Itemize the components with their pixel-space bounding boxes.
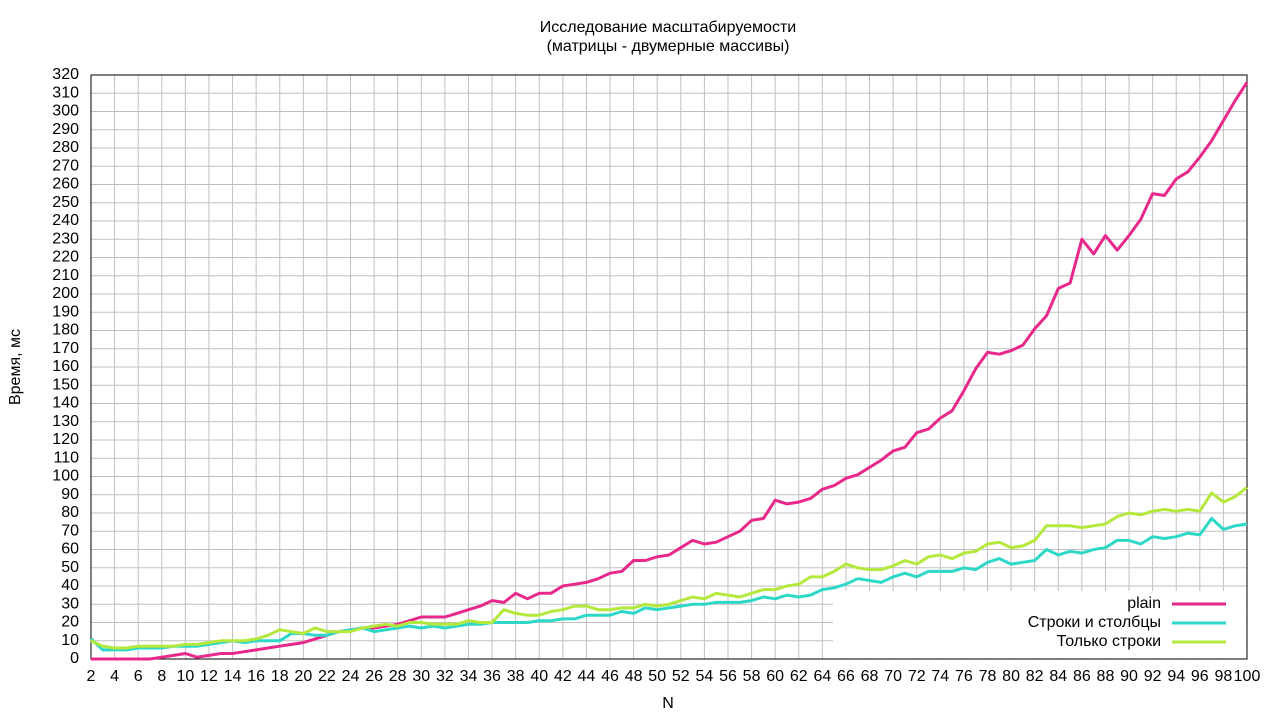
y-tick-label: 70 (61, 522, 79, 539)
x-tick-label: 92 (1144, 668, 1162, 685)
x-tick-label: 94 (1167, 668, 1185, 685)
x-tick-label: 88 (1097, 668, 1115, 685)
x-tick-label: 66 (837, 668, 855, 685)
y-tick-label: 310 (52, 84, 79, 101)
y-tick-label: 20 (61, 614, 79, 631)
y-tick-label: 190 (52, 303, 79, 320)
y-tick-label: 170 (52, 340, 79, 357)
x-tick-label: 34 (460, 668, 478, 685)
x-tick-label: 60 (766, 668, 784, 685)
x-tick-label: 24 (342, 668, 360, 685)
x-tick-label: 64 (813, 668, 831, 685)
y-tick-label: 10 (61, 632, 79, 649)
legend-label: Только строки (1057, 633, 1161, 650)
y-axis-label: Время, мс (7, 329, 24, 405)
x-tick-label: 56 (719, 668, 737, 685)
legend-label: Строки и столбцы (1028, 614, 1161, 631)
x-tick-label: 86 (1073, 668, 1091, 685)
x-tick-label: 20 (294, 668, 312, 685)
y-tick-label: 260 (52, 176, 79, 193)
x-tick-label: 44 (578, 668, 596, 685)
y-tick-label: 320 (52, 66, 79, 83)
y-tick-label: 240 (52, 212, 79, 229)
chart-subtitle: (матрицы - двумерные массивы) (547, 38, 790, 55)
y-tick-label: 220 (52, 249, 79, 266)
y-tick-label: 90 (61, 486, 79, 503)
y-tick-label: 100 (52, 468, 79, 485)
x-tick-label: 78 (979, 668, 997, 685)
x-tick-label: 74 (931, 668, 949, 685)
x-tick-label: 8 (157, 668, 166, 685)
x-tick-label: 10 (176, 668, 194, 685)
x-tick-label: 22 (318, 668, 336, 685)
y-tick-label: 210 (52, 267, 79, 284)
x-tick-label: 4 (110, 668, 119, 685)
y-tick-label: 250 (52, 194, 79, 211)
x-tick-label: 32 (436, 668, 454, 685)
series-line (89, 517, 1248, 652)
x-tick-label: 98 (1215, 668, 1233, 685)
x-tick-label: 16 (247, 668, 265, 685)
plot-frame (90, 74, 1248, 660)
x-tick-label: 36 (483, 668, 501, 685)
x-tick-label: 70 (884, 668, 902, 685)
x-tick-label: 90 (1120, 668, 1138, 685)
y-tick-label: 150 (52, 376, 79, 393)
series-line (91, 81, 1249, 661)
x-tick-label: 18 (271, 668, 289, 685)
x-tick-label: 40 (530, 668, 548, 685)
y-tick-label: 180 (52, 322, 79, 339)
x-tick-label: 46 (601, 668, 619, 685)
x-tick-label: 68 (861, 668, 879, 685)
y-tick-label: 290 (52, 121, 79, 138)
x-axis-label: N (662, 695, 674, 712)
y-tick-label: 80 (61, 504, 79, 521)
y-tick-label: 300 (52, 103, 79, 120)
x-tick-label: 72 (908, 668, 926, 685)
y-tick-label: 30 (61, 595, 79, 612)
x-tick-label: 96 (1191, 668, 1209, 685)
y-tick-label: 130 (52, 413, 79, 430)
y-tick-label: 160 (52, 358, 79, 375)
x-tick-label: 76 (955, 668, 973, 685)
x-tick-label: 50 (648, 668, 666, 685)
x-tick-label: 48 (625, 668, 643, 685)
y-tick-label: 280 (52, 139, 79, 156)
x-tick-label: 26 (365, 668, 383, 685)
y-tick-label: 120 (52, 431, 79, 448)
x-tick-label: 52 (672, 668, 690, 685)
x-tick-label: 28 (389, 668, 407, 685)
x-tick-label: 6 (134, 668, 143, 685)
x-tick-label: 84 (1049, 668, 1067, 685)
x-tick-label: 42 (554, 668, 572, 685)
x-tick-label: 58 (743, 668, 761, 685)
x-tick-label: 38 (507, 668, 525, 685)
x-tick-label: 100 (1234, 668, 1261, 685)
y-tick-label: 50 (61, 559, 79, 576)
legend-label: plain (1127, 595, 1161, 612)
y-tick-label: 200 (52, 285, 79, 302)
x-tick-label: 2 (87, 668, 96, 685)
y-tick-label: 230 (52, 230, 79, 247)
chart-title: Исследование масштабируемости (540, 19, 796, 36)
y-tick-label: 110 (53, 449, 79, 466)
y-tick-label: 60 (61, 541, 79, 558)
y-tick-label: 40 (61, 577, 79, 594)
x-tick-label: 62 (790, 668, 808, 685)
x-tick-label: 80 (1002, 668, 1020, 685)
series-line (90, 486, 1248, 650)
x-tick-label: 14 (224, 668, 242, 685)
x-tick-label: 30 (412, 668, 430, 685)
x-tick-label: 82 (1026, 668, 1044, 685)
y-tick-label: 140 (52, 395, 79, 412)
x-tick-label: 12 (200, 668, 218, 685)
y-tick-label: 0 (70, 650, 79, 667)
y-tick-label: 270 (52, 157, 79, 174)
x-tick-label: 54 (695, 668, 713, 685)
